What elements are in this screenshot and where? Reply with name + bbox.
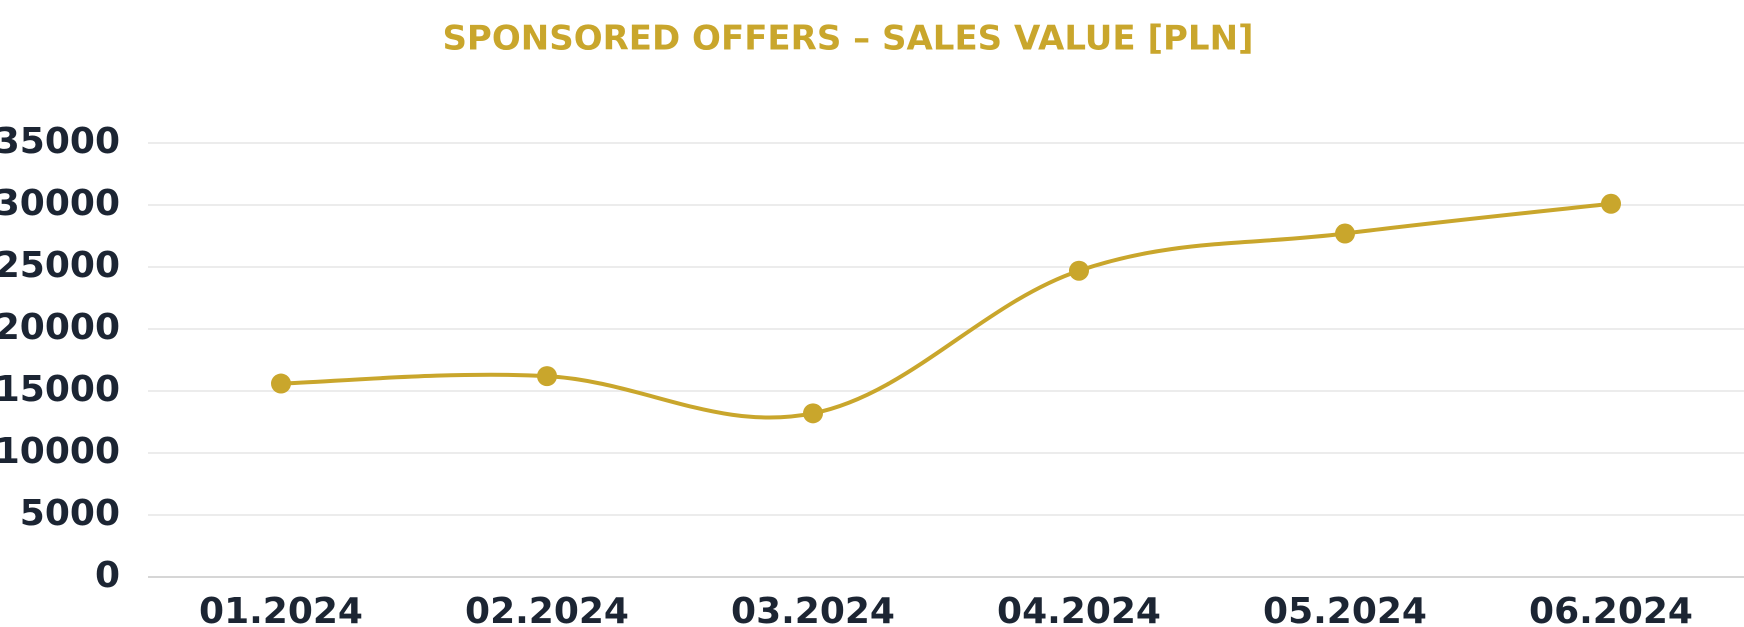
y-tick-label: 25000	[0, 245, 120, 286]
y-tick-label: 0	[95, 555, 120, 596]
x-tick-label: 01.2024	[199, 591, 363, 627]
x-tick-label: 02.2024	[465, 591, 629, 627]
point	[537, 366, 557, 387]
point	[803, 403, 823, 424]
point	[1335, 223, 1355, 244]
y-tick-label: 30000	[0, 183, 120, 224]
point	[1069, 260, 1089, 281]
y-tick-label: 15000	[0, 369, 120, 410]
y-tick-label: 5000	[20, 493, 120, 534]
x-tick-label: 04.2024	[997, 591, 1161, 627]
point	[271, 373, 291, 394]
x-tick-label: 06.2024	[1529, 591, 1693, 627]
point	[1601, 193, 1621, 214]
x-tick-label: 05.2024	[1263, 591, 1427, 627]
x-tick-label: 03.2024	[731, 591, 895, 627]
chart-title: SPONSORED OFFERS – SALES VALUE [PLN]	[442, 19, 1253, 59]
y-tick-label: 35000	[0, 121, 120, 162]
y-tick-label: 20000	[0, 307, 120, 348]
line	[280, 201, 1612, 420]
y-tick-label: 10000	[0, 431, 120, 472]
